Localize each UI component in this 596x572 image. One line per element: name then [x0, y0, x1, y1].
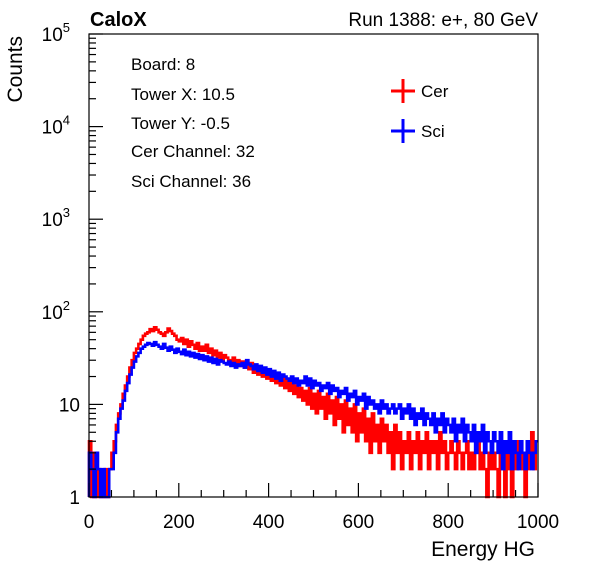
header-left-title: CaloX	[90, 9, 147, 31]
legend-item-sci: Sci	[391, 119, 445, 143]
series-line-cer	[87, 326, 538, 499]
info-line-tower-x: Tower X: 10.5	[131, 85, 235, 104]
info-line-cer-channel: Cer Channel: 32	[131, 142, 255, 161]
legend-label-cer: Cer	[421, 82, 449, 101]
y-tick-label: 105	[42, 20, 70, 46]
info-line-sci-channel: Sci Channel: 36	[131, 172, 251, 191]
y-axis: 1 10 102 103 104 105	[42, 20, 103, 509]
series-layer	[87, 326, 538, 499]
series-line-sci	[87, 340, 538, 499]
x-tick-label: 400	[253, 512, 285, 533]
y-tick-label: 104	[42, 113, 70, 139]
legend: Cer Sci	[391, 79, 449, 143]
y-tick-label: 103	[42, 205, 70, 231]
y-axis-label: Counts	[4, 36, 27, 103]
x-tick-label: 200	[163, 512, 195, 533]
x-axis: 0 200 400 600 800 1000	[84, 483, 559, 533]
y-tick-label: 10	[59, 395, 80, 416]
y-tick-label: 102	[42, 298, 70, 324]
y-tick-label: 1	[69, 488, 80, 509]
legend-label-sci: Sci	[421, 122, 445, 141]
x-tick-label: 600	[343, 512, 375, 533]
x-tick-label: 0	[84, 512, 95, 533]
legend-item-cer: Cer	[391, 79, 449, 103]
x-axis-label: Energy HG	[431, 538, 535, 561]
info-line-board: Board: 8	[131, 55, 195, 74]
header-right-title: Run 1388: e+, 80 GeV	[348, 10, 538, 31]
info-line-tower-y: Tower Y: -0.5	[131, 114, 230, 133]
info-box: Board: 8 Tower X: 10.5 Tower Y: -0.5 Cer…	[131, 55, 255, 191]
x-tick-label: 800	[432, 512, 464, 533]
x-tick-label: 1000	[517, 512, 559, 533]
